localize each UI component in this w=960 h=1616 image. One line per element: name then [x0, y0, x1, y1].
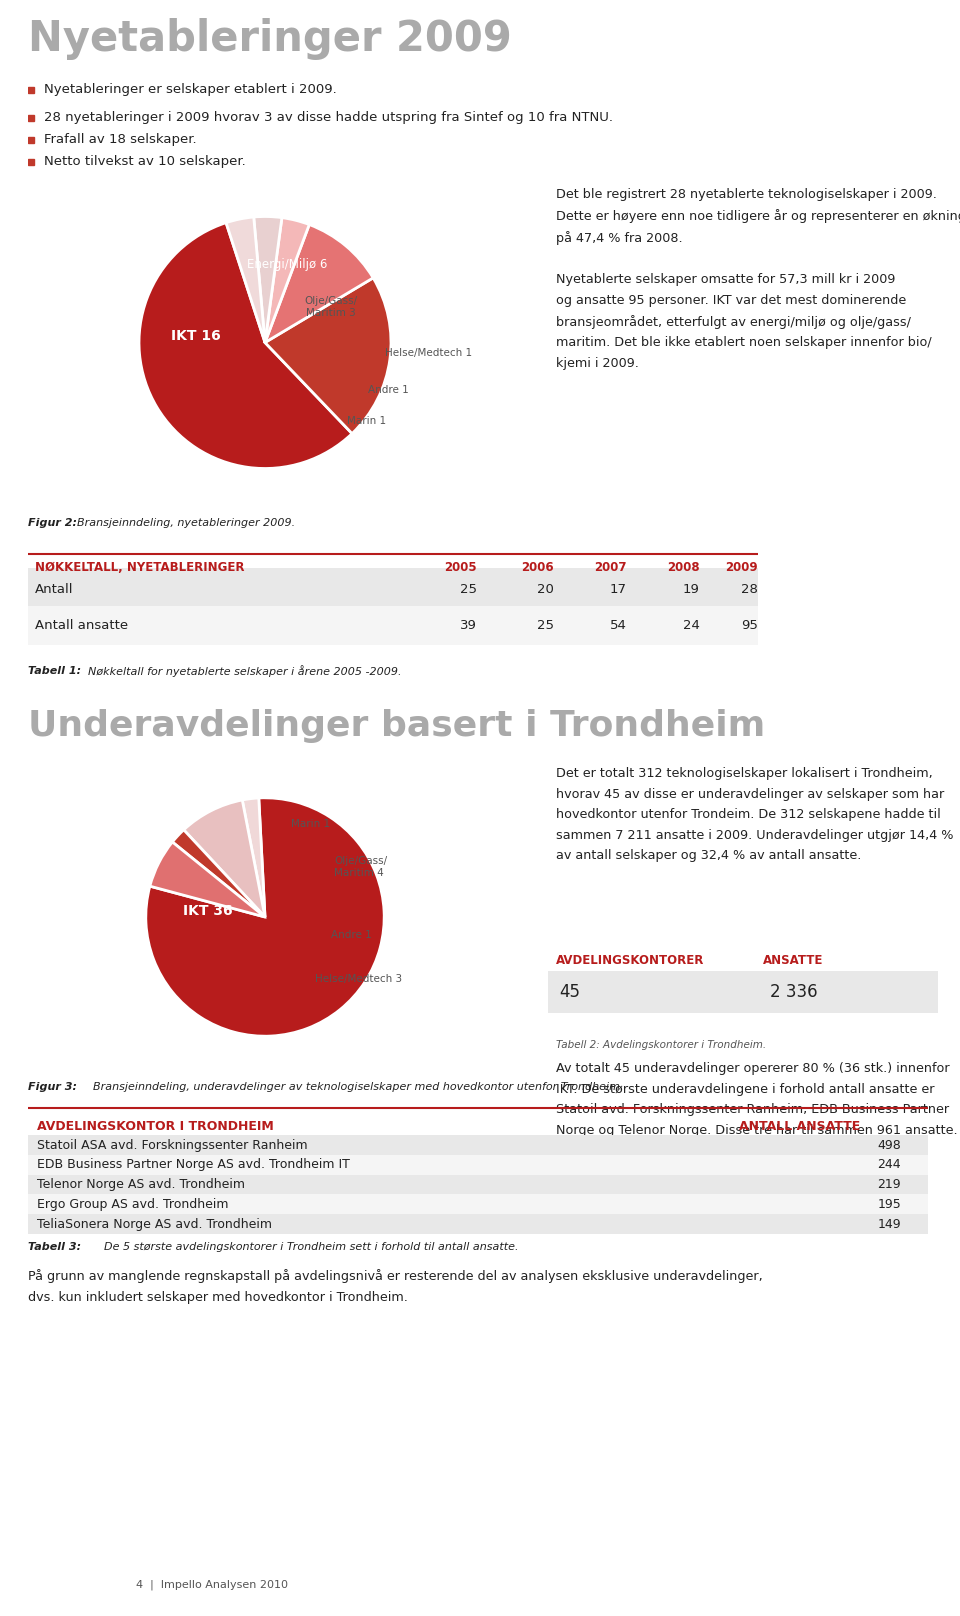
Bar	[28, 1175, 928, 1194]
Wedge shape	[253, 217, 282, 343]
Text: 19: 19	[683, 583, 700, 596]
Text: 39: 39	[460, 619, 477, 632]
Wedge shape	[146, 798, 384, 1036]
Text: Helse/Medtech 3: Helse/Medtech 3	[315, 974, 402, 984]
Text: Energi/Miljø 6: Energi/Miljø 6	[248, 259, 328, 271]
Text: 195: 195	[877, 1197, 901, 1210]
Text: 2009: 2009	[726, 561, 758, 574]
Text: 2008: 2008	[667, 561, 700, 574]
Text: IKT 36: IKT 36	[183, 903, 232, 918]
Text: 20: 20	[537, 583, 554, 596]
Text: 95: 95	[741, 619, 758, 632]
Text: IKT 16: IKT 16	[171, 330, 221, 343]
Text: Andre 1: Andre 1	[330, 929, 372, 941]
Text: 244: 244	[877, 1159, 901, 1172]
Text: 25: 25	[537, 619, 554, 632]
Text: Marin 1: Marin 1	[291, 819, 330, 829]
Text: 45: 45	[560, 983, 581, 1002]
Text: 17: 17	[610, 583, 627, 596]
Text: Bransjeinndeling, underavdelinger av teknologiselskaper med hovedkontor utenfor : Bransjeinndeling, underavdelinger av tek…	[93, 1083, 623, 1092]
Text: Olje/Gass/
Maritim 4: Olje/Gass/ Maritim 4	[334, 856, 387, 877]
Text: På grunn av manglende regnskapstall på avdelingsnivå er resterende del av analys: På grunn av manglende regnskapstall på a…	[28, 1269, 763, 1304]
Wedge shape	[265, 225, 373, 343]
Bar	[548, 971, 938, 1013]
Text: 4  |  Impello Analysen 2010: 4 | Impello Analysen 2010	[136, 1580, 288, 1590]
Text: 2 336: 2 336	[770, 983, 818, 1002]
Text: 24: 24	[683, 619, 700, 632]
Text: AVDELINGSKONTORER: AVDELINGSKONTORER	[556, 953, 705, 966]
Text: 149: 149	[877, 1217, 901, 1231]
Text: De 5 største avdelingskontorer i Trondheim sett i forhold til antall ansatte.: De 5 største avdelingskontorer i Trondhe…	[105, 1243, 519, 1252]
Wedge shape	[139, 223, 352, 469]
Wedge shape	[173, 831, 265, 916]
Text: Andre 1: Andre 1	[369, 385, 409, 396]
Bar	[28, 606, 758, 645]
Text: 2007: 2007	[594, 561, 627, 574]
Text: Av totalt 45 underavdelinger opererer 80 % (36 stk.) innenfor
IKT. De største un: Av totalt 45 underavdelinger opererer 80…	[556, 1062, 957, 1138]
Text: NØKKELTALL, NYETABLERINGER: NØKKELTALL, NYETABLERINGER	[36, 561, 245, 574]
Text: Nyetableringer er selskaper etablert i 2009.: Nyetableringer er selskaper etablert i 2…	[44, 84, 337, 97]
Text: Bransjeinndeling, nyetableringer 2009.: Bransjeinndeling, nyetableringer 2009.	[77, 519, 296, 528]
Text: 219: 219	[877, 1178, 901, 1191]
Wedge shape	[183, 800, 265, 916]
Bar	[28, 1134, 928, 1155]
Text: TeliaSonera Norge AS avd. Trondheim: TeliaSonera Norge AS avd. Trondheim	[37, 1217, 272, 1231]
Wedge shape	[150, 842, 265, 916]
Text: Tabell 2: Avdelingskontorer i Trondheim.: Tabell 2: Avdelingskontorer i Trondheim.	[556, 1039, 766, 1050]
Text: 2005: 2005	[444, 561, 477, 574]
Text: Statoil ASA avd. Forskningssenter Ranheim: Statoil ASA avd. Forskningssenter Ranhei…	[37, 1139, 307, 1152]
Text: Frafall av 18 selskaper.: Frafall av 18 selskaper.	[44, 134, 197, 147]
Text: Marin 1: Marin 1	[347, 415, 386, 425]
Text: EDB Business Partner Norge AS avd. Trondheim IT: EDB Business Partner Norge AS avd. Trond…	[37, 1159, 349, 1172]
Wedge shape	[265, 278, 391, 433]
Text: 54: 54	[610, 619, 627, 632]
Text: Netto tilvekst av 10 selskaper.: Netto tilvekst av 10 selskaper.	[44, 155, 246, 168]
Text: Helse/Medtech 1: Helse/Medtech 1	[385, 347, 471, 357]
Wedge shape	[265, 218, 309, 343]
Text: ANTALL ANSATTE: ANTALL ANSATTE	[739, 1120, 860, 1133]
Text: Underavdelinger basert i Trondheim: Underavdelinger basert i Trondheim	[28, 709, 765, 743]
Text: 2006: 2006	[521, 561, 554, 574]
Text: 28: 28	[741, 583, 758, 596]
Bar	[28, 1194, 928, 1214]
Wedge shape	[242, 798, 265, 916]
Text: 25: 25	[460, 583, 477, 596]
Bar	[28, 1214, 928, 1235]
Text: Tabell 1:: Tabell 1:	[28, 666, 85, 675]
Text: 28 nyetableringer i 2009 hvorav 3 av disse hadde utspring fra Sintef og 10 fra N: 28 nyetableringer i 2009 hvorav 3 av dis…	[44, 112, 613, 124]
Bar	[28, 1155, 928, 1175]
Text: Det ble registrert 28 nyetablerte teknologiselskaper i 2009.
Dette er høyere enn: Det ble registrert 28 nyetablerte teknol…	[556, 187, 960, 370]
Text: Det er totalt 312 teknologiselskaper lokalisert i Trondheim,
hvorav 45 av disse : Det er totalt 312 teknologiselskaper lok…	[556, 768, 953, 863]
Text: ANSATTE: ANSATTE	[762, 953, 823, 966]
Text: Antall: Antall	[36, 583, 74, 596]
Bar	[28, 567, 758, 606]
Text: Figur 3:: Figur 3:	[28, 1083, 81, 1092]
Text: 498: 498	[877, 1139, 901, 1152]
Wedge shape	[226, 217, 265, 343]
Text: Telenor Norge AS avd. Trondheim: Telenor Norge AS avd. Trondheim	[37, 1178, 245, 1191]
Text: Figur 2:: Figur 2:	[28, 519, 81, 528]
Text: Nøkkeltall for nyetablerte selskaper i årene 2005 -2009.: Nøkkeltall for nyetablerte selskaper i å…	[87, 666, 401, 677]
Text: Antall ansatte: Antall ansatte	[36, 619, 129, 632]
Text: Olje/Gass/
Maritim 3: Olje/Gass/ Maritim 3	[304, 296, 357, 318]
Text: Tabell 3:: Tabell 3:	[28, 1243, 85, 1252]
Text: Nyetableringer 2009: Nyetableringer 2009	[28, 18, 512, 60]
Text: Ergo Group AS avd. Trondheim: Ergo Group AS avd. Trondheim	[37, 1197, 228, 1210]
Text: AVDELINGSKONTOR I TRONDHEIM: AVDELINGSKONTOR I TRONDHEIM	[37, 1120, 274, 1133]
